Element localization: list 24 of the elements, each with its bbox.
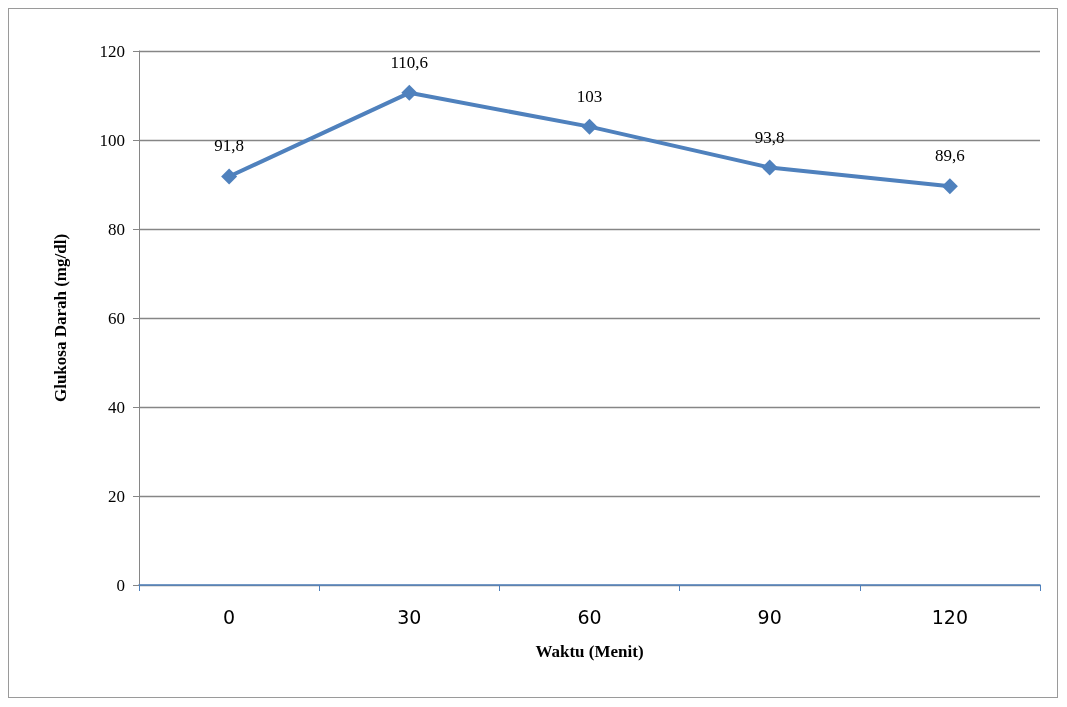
y-axis-title: Glukosa Darah (mg/dl) (51, 233, 70, 403)
point (221, 168, 238, 185)
x-tick-label: 90 (757, 605, 782, 628)
point (941, 178, 958, 195)
y-tick-label: 60 (108, 308, 125, 328)
y-tick-label: 100 (99, 130, 125, 150)
x-tick-label: 60 (577, 605, 602, 628)
y-tick-label: 20 (108, 486, 125, 506)
point (581, 118, 598, 135)
x-axis-title: Waktu (Menit) (535, 642, 644, 661)
data-label: 110,6 (390, 52, 429, 72)
y-tick-label: 80 (108, 219, 125, 239)
data-label: 103 (576, 86, 603, 106)
y-tick-label: 0 (116, 575, 125, 595)
x-tick-label: 120 (931, 605, 969, 628)
y-tick-label: 120 (99, 41, 125, 61)
x-tick-label: 0 (223, 605, 236, 628)
x-tick-label: 30 (397, 605, 422, 628)
data-label: 89,6 (935, 146, 965, 166)
data-label: 91,8 (214, 136, 244, 156)
data-label: 93,8 (754, 127, 785, 147)
point (401, 84, 418, 101)
point (761, 159, 778, 176)
y-tick-label: 40 (108, 397, 125, 417)
